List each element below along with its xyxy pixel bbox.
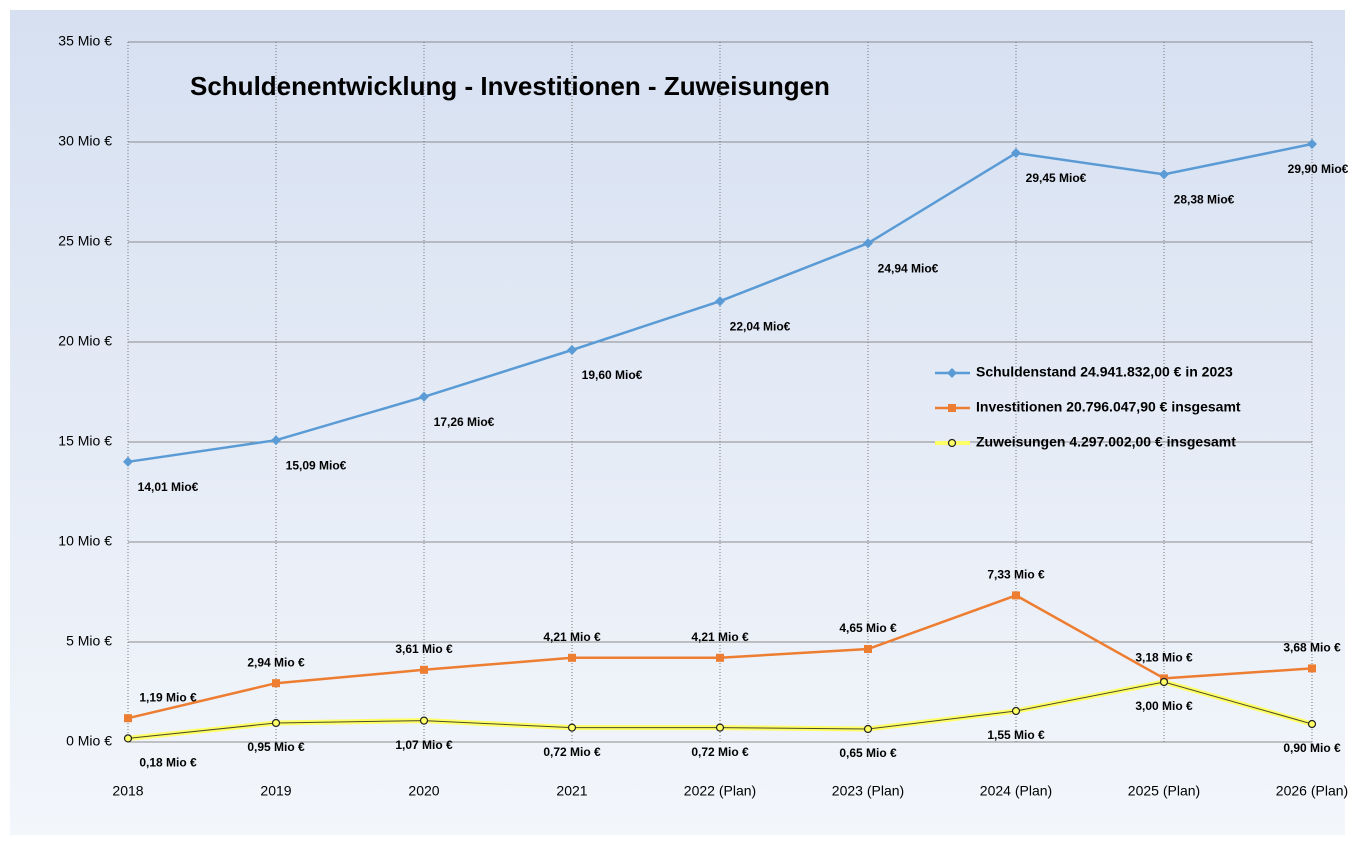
data-label: 0,95 Mio € bbox=[247, 740, 305, 754]
data-label: 2,94 Mio € bbox=[247, 655, 305, 669]
legend-marker bbox=[947, 438, 957, 448]
data-label: 19,60 Mio€ bbox=[582, 368, 643, 382]
data-label: 24,94 Mio€ bbox=[878, 261, 939, 275]
data-label: 17,26 Mio€ bbox=[434, 415, 495, 429]
legend-marker bbox=[948, 404, 956, 412]
y-tick-label: 25 Mio € bbox=[58, 233, 112, 249]
data-label: 4,21 Mio € bbox=[543, 630, 601, 644]
marker bbox=[1307, 139, 1317, 149]
x-tick-label: 2025 (Plan) bbox=[1128, 783, 1200, 799]
marker bbox=[1011, 148, 1021, 158]
marker bbox=[124, 714, 132, 723]
data-label: 0,90 Mio € bbox=[1283, 741, 1341, 755]
data-label: 1,55 Mio € bbox=[987, 728, 1045, 742]
marker bbox=[1308, 664, 1316, 673]
x-tick-label: 2022 (Plan) bbox=[684, 783, 756, 799]
data-label: 7,33 Mio € bbox=[987, 568, 1045, 582]
x-tick-label: 2024 (Plan) bbox=[980, 783, 1052, 799]
data-label: 4,21 Mio € bbox=[691, 630, 749, 644]
data-label: 0,65 Mio € bbox=[839, 746, 897, 760]
y-tick-label: 15 Mio € bbox=[58, 433, 112, 449]
legend-label: Zuweisungen 4.297.002,00 € insgesamt bbox=[976, 434, 1236, 450]
marker bbox=[567, 345, 577, 355]
marker bbox=[1011, 706, 1021, 716]
marker bbox=[271, 435, 281, 446]
x-tick-label: 2021 bbox=[556, 783, 587, 799]
x-tick-label: 2026 (Plan) bbox=[1276, 783, 1348, 799]
marker bbox=[419, 391, 429, 402]
marker bbox=[1012, 591, 1020, 600]
marker bbox=[715, 296, 725, 307]
y-tick-label: 20 Mio € bbox=[58, 333, 112, 349]
y-tick-label: 30 Mio € bbox=[58, 133, 112, 149]
marker bbox=[864, 645, 872, 653]
y-tick-label: 10 Mio € bbox=[58, 533, 112, 549]
data-label: 0,18 Mio € bbox=[139, 756, 197, 770]
marker bbox=[1159, 677, 1169, 687]
data-label: 1,19 Mio € bbox=[139, 690, 197, 704]
marker bbox=[863, 724, 873, 734]
x-tick-label: 2020 bbox=[408, 783, 439, 799]
data-label: 14,01 Mio€ bbox=[138, 480, 199, 494]
data-label: 29,90 Mio€ bbox=[1288, 162, 1349, 176]
marker bbox=[272, 679, 280, 688]
marker bbox=[123, 456, 133, 467]
marker bbox=[567, 723, 577, 732]
y-tick-label: 0 Mio € bbox=[66, 733, 112, 749]
legend-label: Schuldenstand 24.941.832,00 € in 2023 bbox=[976, 364, 1233, 380]
marker bbox=[568, 653, 576, 662]
x-tick-label: 2019 bbox=[260, 783, 291, 799]
marker bbox=[863, 238, 873, 249]
marker bbox=[271, 718, 281, 728]
marker bbox=[716, 653, 724, 662]
data-label: 3,68 Mio € bbox=[1283, 641, 1341, 655]
data-label: 1,07 Mio € bbox=[395, 738, 453, 752]
legend-marker bbox=[947, 368, 957, 378]
chart-background bbox=[10, 10, 1345, 835]
data-label: 22,04 Mio€ bbox=[730, 319, 791, 333]
y-tick-label: 35 Mio € bbox=[58, 33, 112, 49]
x-tick-label: 2018 bbox=[112, 783, 143, 799]
data-label: 4,65 Mio € bbox=[839, 621, 897, 635]
y-tick-label: 5 Mio € bbox=[66, 633, 112, 649]
data-label: 15,09 Mio€ bbox=[286, 458, 347, 472]
marker bbox=[419, 716, 429, 725]
data-label: 28,38 Mio€ bbox=[1174, 193, 1235, 207]
data-label: 3,00 Mio € bbox=[1135, 699, 1193, 713]
marker bbox=[1159, 169, 1169, 180]
data-label: 29,45 Mio€ bbox=[1026, 171, 1087, 185]
marker bbox=[420, 665, 428, 674]
data-label: 3,18 Mio € bbox=[1135, 651, 1193, 665]
data-label: 3,61 Mio € bbox=[395, 642, 453, 656]
marker bbox=[1307, 719, 1317, 729]
data-label: 0,72 Mio € bbox=[691, 745, 749, 759]
chart-title: Schuldenentwicklung - Investitionen - Zu… bbox=[190, 71, 830, 101]
x-tick-label: 2023 (Plan) bbox=[832, 783, 904, 799]
data-label: 0,72 Mio € bbox=[543, 745, 601, 759]
marker bbox=[715, 723, 725, 732]
legend-label: Investitionen 20.796.047,90 € insgesamt bbox=[976, 399, 1241, 415]
marker bbox=[123, 734, 133, 743]
